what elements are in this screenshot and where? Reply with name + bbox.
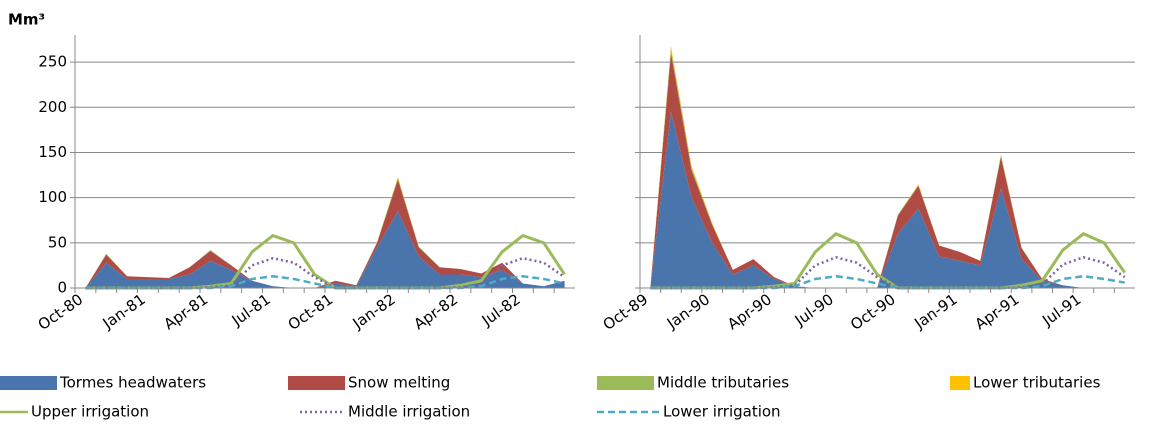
y-tick-label: 150 bbox=[38, 143, 67, 161]
legend-label: Lower irrigation bbox=[663, 403, 781, 421]
line bbox=[85, 256, 566, 290]
legend-swatch bbox=[0, 376, 57, 390]
legend-label: Middle irrigation bbox=[348, 403, 470, 421]
x-tick-label: Jul-81 bbox=[228, 290, 274, 330]
x-tick-label: Oct-89 bbox=[600, 290, 652, 334]
legend-swatch bbox=[288, 376, 345, 390]
legend-label: Middle tributaries bbox=[657, 374, 789, 392]
area bbox=[650, 111, 1125, 288]
y-tick-label: 50 bbox=[48, 233, 67, 251]
x-tick-label: Apr-82 bbox=[410, 290, 461, 333]
y-axis-label: Mm³ bbox=[8, 11, 45, 29]
y-tick-label: 0 bbox=[57, 279, 67, 297]
area bbox=[85, 211, 565, 288]
area bbox=[85, 179, 565, 288]
x-tick-label: Jan-90 bbox=[663, 290, 713, 333]
x-tick-label: Oct-80 bbox=[35, 290, 87, 334]
legend-swatch bbox=[950, 376, 970, 390]
x-tick-label: Apr-81 bbox=[160, 290, 211, 333]
y-tick-label: 250 bbox=[38, 53, 67, 71]
y-tick-label: 100 bbox=[38, 188, 67, 206]
x-tick-label: Oct-90 bbox=[847, 290, 899, 334]
x-tick-label: Jul-82 bbox=[478, 290, 524, 330]
x-tick-label: Apr-91 bbox=[972, 290, 1023, 333]
legend-label: Snow melting bbox=[348, 374, 450, 392]
x-tick-label: Jan-91 bbox=[910, 290, 960, 333]
area bbox=[650, 53, 1125, 289]
x-tick-label: Oct-81 bbox=[285, 290, 337, 334]
legend-swatch bbox=[597, 376, 654, 390]
x-tick-label: Jan-82 bbox=[349, 290, 399, 333]
x-tick-label: Jul-90 bbox=[791, 290, 837, 330]
legend-label: Upper irrigation bbox=[31, 403, 149, 421]
y-tick-label: 200 bbox=[38, 98, 67, 116]
x-tick-label: Apr-90 bbox=[724, 290, 775, 333]
legend-label: Tormes headwaters bbox=[59, 374, 206, 392]
x-tick-label: Jul-91 bbox=[1038, 290, 1084, 330]
legend-label: Lower tributaries bbox=[973, 374, 1101, 392]
x-tick-label: Jan-81 bbox=[99, 290, 149, 333]
